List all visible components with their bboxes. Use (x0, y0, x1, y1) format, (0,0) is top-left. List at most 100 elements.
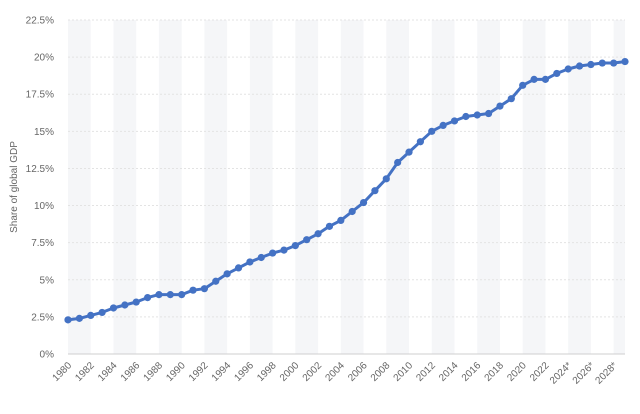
background-band (340, 20, 364, 354)
background-band (613, 20, 625, 354)
data-point[interactable] (109, 304, 118, 312)
data-point[interactable] (359, 198, 368, 207)
y-tick-label: 12.5% (26, 164, 54, 175)
data-point[interactable] (75, 314, 83, 322)
data-point[interactable] (212, 277, 220, 285)
data-point[interactable] (166, 291, 174, 299)
data-point[interactable] (382, 175, 390, 183)
data-point[interactable] (178, 291, 186, 299)
x-tick-label: 2016 (460, 360, 484, 384)
data-point[interactable] (598, 59, 606, 67)
background-band (522, 20, 546, 354)
data-point[interactable] (462, 112, 470, 121)
x-tick-label: 2012 (414, 360, 438, 384)
data-point[interactable] (610, 59, 618, 67)
background-bands (68, 20, 625, 354)
data-point[interactable] (155, 291, 163, 299)
data-point[interactable] (314, 230, 322, 238)
data-point[interactable] (269, 249, 277, 257)
data-point[interactable] (121, 301, 129, 309)
background-band (295, 20, 319, 354)
data-point[interactable] (439, 121, 447, 129)
data-point[interactable] (473, 111, 481, 119)
background-band (68, 20, 91, 354)
gridlines (68, 19, 625, 355)
x-tick-label: 1980 (51, 360, 75, 384)
x-tick-label: 2004 (323, 360, 347, 384)
data-point[interactable] (303, 236, 311, 244)
data-point[interactable] (143, 293, 152, 302)
data-point[interactable] (405, 148, 413, 156)
x-tick-label: 2000 (278, 360, 302, 384)
data-point[interactable] (234, 264, 243, 272)
data-point[interactable] (246, 258, 254, 266)
y-tick-label: 10% (34, 201, 54, 212)
data-point[interactable] (484, 109, 493, 118)
data-point[interactable] (325, 222, 334, 230)
x-tick-label: 1984 (96, 360, 120, 384)
y-tick-label: 15% (34, 127, 54, 138)
background-band (113, 20, 137, 354)
x-tick-label: 2008 (369, 360, 393, 384)
x-tick-label: 1994 (210, 360, 234, 384)
x-tick-label: 2010 (392, 360, 416, 384)
data-point[interactable] (223, 270, 231, 278)
y-tick-label: 7.5% (31, 238, 54, 249)
background-band (431, 20, 455, 354)
x-tick-label: 2024* (548, 360, 574, 386)
x-tick-label: 2006 (346, 360, 370, 384)
y-tick-label: 2.5% (31, 312, 54, 323)
data-point[interactable] (564, 65, 572, 73)
data-point[interactable] (428, 127, 436, 135)
background-band (386, 20, 410, 354)
data-point[interactable] (291, 242, 299, 250)
background-band (204, 20, 228, 354)
data-point[interactable] (519, 81, 527, 89)
x-tick-label: 1996 (232, 360, 256, 384)
data-point[interactable] (132, 298, 140, 306)
data-point[interactable] (189, 286, 197, 294)
data-point[interactable] (553, 69, 561, 78)
y-axis-title: Share of global GDP (9, 141, 20, 233)
data-point[interactable] (541, 75, 550, 83)
data-point[interactable] (416, 138, 424, 146)
y-tick-label: 0% (40, 350, 55, 361)
y-tick-label: 22.5% (26, 16, 54, 27)
data-point[interactable] (587, 60, 595, 69)
background-band (158, 20, 182, 354)
data-point[interactable] (450, 117, 459, 125)
data-point[interactable] (371, 187, 379, 195)
x-tick-label: 2018 (483, 360, 507, 384)
data-point[interactable] (394, 158, 402, 167)
data-point[interactable] (98, 308, 106, 317)
data-point[interactable] (280, 246, 288, 254)
x-tick-label: 1992 (187, 360, 211, 384)
x-tick-label: 1990 (164, 360, 188, 384)
y-tick-label: 20% (34, 53, 54, 64)
x-tick-label: 2026* (571, 360, 597, 386)
data-point[interactable] (507, 95, 515, 103)
data-point[interactable] (257, 253, 265, 262)
series-points (64, 57, 629, 324)
data-point[interactable] (200, 285, 209, 293)
data-point[interactable] (87, 311, 95, 320)
background-band (477, 20, 500, 354)
x-tick-label: 1988 (142, 360, 166, 384)
data-point[interactable] (348, 207, 356, 216)
data-point[interactable] (496, 102, 504, 110)
x-tick-label: 2002 (301, 360, 325, 384)
y-tick-label: 17.5% (26, 90, 54, 101)
data-point[interactable] (337, 216, 345, 224)
x-tick-label: 1998 (255, 360, 279, 384)
x-tick-label: 1982 (73, 360, 97, 384)
data-point[interactable] (530, 75, 538, 83)
data-point[interactable] (575, 62, 584, 70)
x-tick-label: 1986 (119, 360, 143, 384)
data-point[interactable] (621, 57, 629, 66)
x-axis-ticks: 1980 1982 1984 1986 1988 1990 1992 1994 1996 1998… (51, 360, 620, 387)
y-tick-label: 5% (40, 275, 55, 286)
x-tick-label: 2028* (593, 360, 619, 386)
data-point[interactable] (64, 316, 72, 324)
